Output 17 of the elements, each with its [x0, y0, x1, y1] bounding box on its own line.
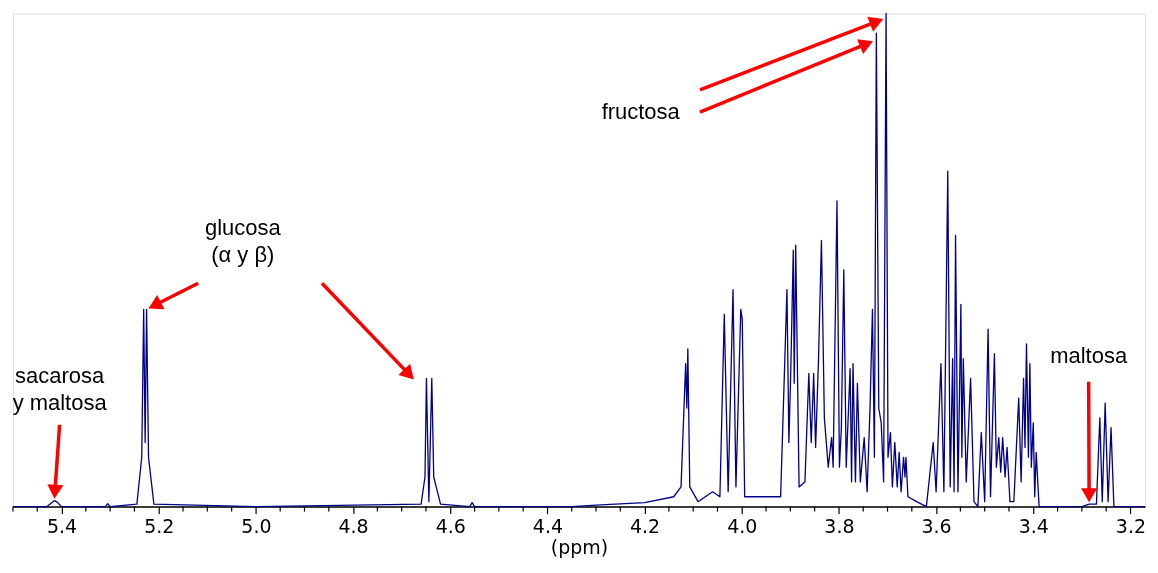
x-tick-label: 4.0 — [727, 515, 758, 538]
x-tick-label: 4.4 — [532, 515, 563, 538]
x-axis-title: (ppm) — [550, 536, 609, 559]
x-tick-label: 3.2 — [1115, 515, 1147, 538]
x-tick-label: 4.2 — [630, 515, 661, 538]
annotation: fructosa — [601, 99, 681, 125]
x-tick-label: 5.2 — [144, 515, 175, 538]
x-tick-label: 4.8 — [338, 515, 369, 538]
annotation: sacarosa y maltosa — [12, 363, 108, 415]
x-tick-label: 3.4 — [1018, 515, 1049, 538]
x-tick-label: 4.6 — [435, 515, 466, 538]
annotation: glucosa (α y β) — [204, 215, 282, 268]
x-tick-label: 3.8 — [824, 515, 855, 538]
x-tick-label: 3.6 — [921, 515, 952, 538]
annotation: maltosa — [1050, 343, 1128, 369]
x-tick-label: 5.4 — [46, 515, 78, 538]
x-tick-label: 5.0 — [241, 515, 272, 538]
